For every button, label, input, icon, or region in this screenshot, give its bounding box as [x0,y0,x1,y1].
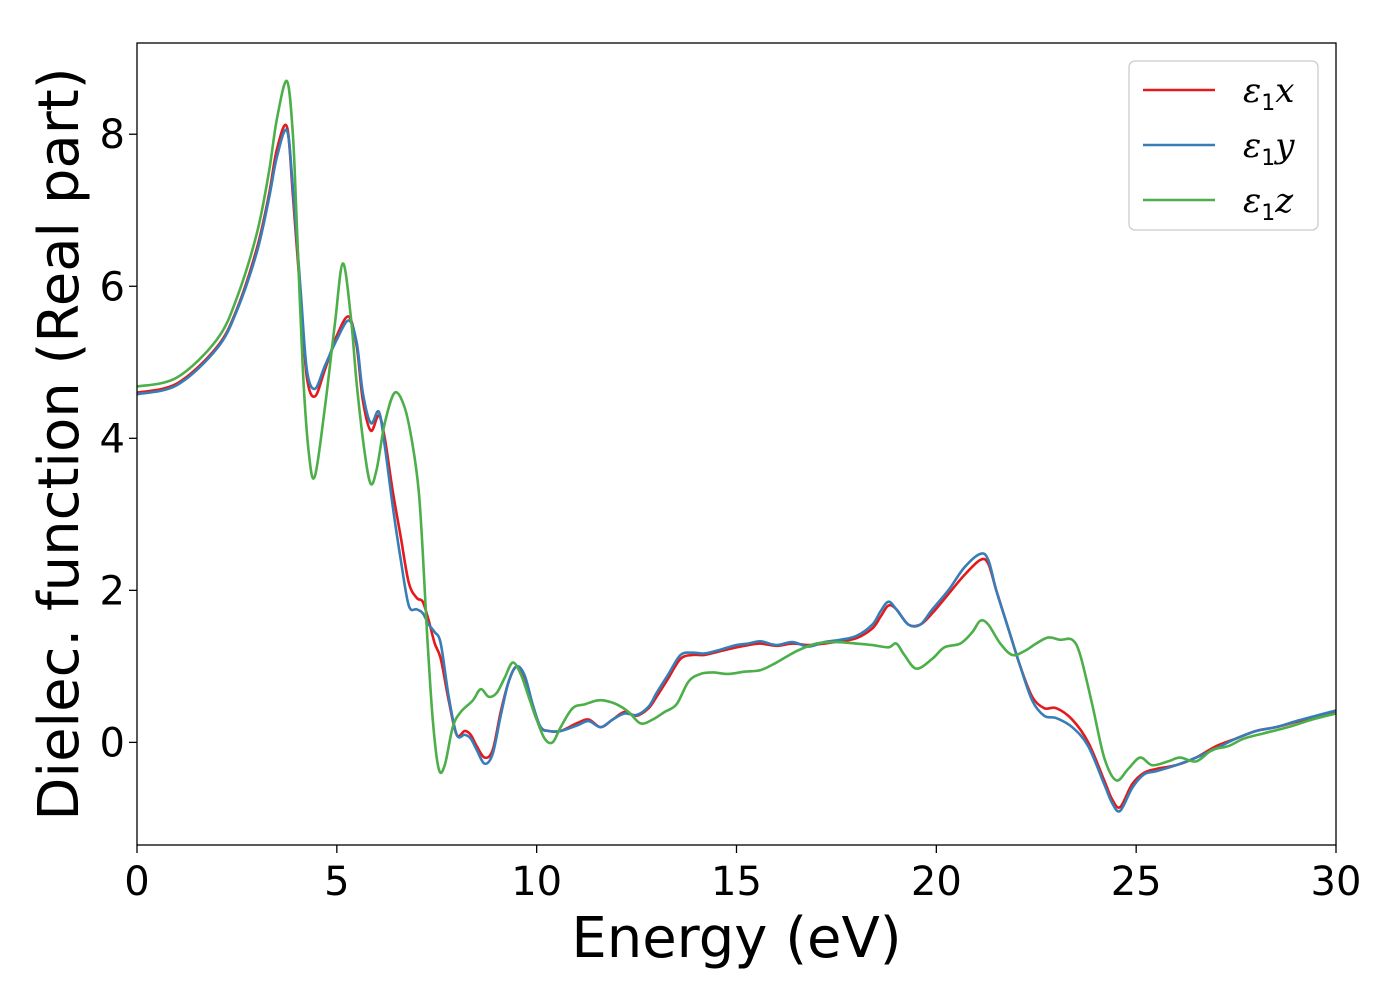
legend-label-x: ε1x [1243,71,1294,116]
series-line-z [137,79,1336,782]
x-tick-label: 15 [711,859,762,905]
x-tick-label: 20 [911,859,962,905]
legend-label-z: ε1z [1243,181,1294,226]
y-tick-label: 6 [100,264,125,310]
y-tick-label: 0 [100,720,125,766]
y-tick-label: 4 [100,416,125,462]
y-axis-label: Dielec. function (Real part) [27,67,92,820]
x-tick-label: 10 [511,859,562,905]
x-tick-label: 0 [124,859,149,905]
x-axis-label: Energy (eV) [571,906,901,971]
x-axis: 0 5 10 15 20 25 30 [124,845,1361,905]
legend: ε1x ε1y ε1z [1128,60,1319,231]
legend-label-y: ε1y [1243,126,1295,171]
x-tick-label: 25 [1111,859,1162,905]
series-layer [137,79,1336,813]
series-line-y [137,128,1336,813]
y-axis: 0 2 4 6 8 [100,112,137,766]
x-tick-label: 30 [1311,859,1362,905]
y-tick-label: 8 [100,112,125,158]
y-tick-label: 2 [100,568,125,614]
legend-entries: ε1x ε1y ε1z [1143,71,1295,226]
legend-box [1128,60,1319,231]
x-tick-label: 5 [324,859,349,905]
